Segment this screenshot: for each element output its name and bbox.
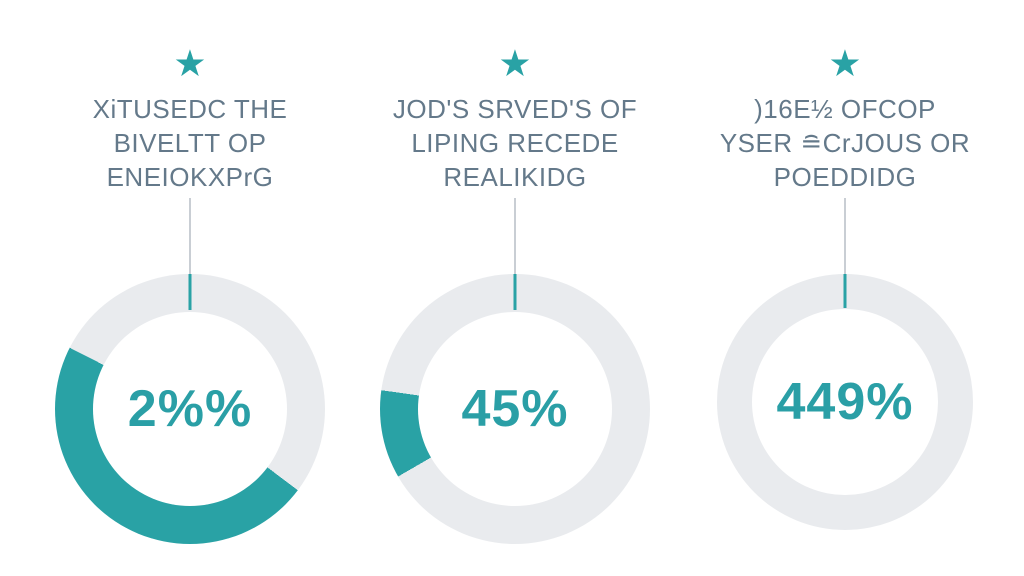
heading-line: YSER ≘CrJOUS OR <box>719 128 971 158</box>
heading-line: XiTUSEDC THE <box>92 94 288 124</box>
connector-line <box>189 198 191 274</box>
heading-line: LIPING RECEDE <box>411 128 619 158</box>
donut-chart: 2%% <box>55 274 325 544</box>
donut-chart: 449% <box>717 274 973 530</box>
donut-hole <box>418 312 612 506</box>
stat-panel-3: ★ )16E½ OFCOP YSER ≘CrJOUS OR POEDDIDG 4… <box>675 0 1015 576</box>
donut-hole <box>93 312 287 506</box>
heading-line: POEDDIDG <box>773 162 917 192</box>
donut-top-tick <box>843 274 847 308</box>
heading-line: JOD'S SRVED'S OF <box>392 94 638 124</box>
donut-hole <box>752 309 938 495</box>
donut-top-tick <box>513 274 517 310</box>
panel-heading: XiTUSEDC THE BIVELTT OP ENEIOKXPrG <box>93 92 288 194</box>
connector-line <box>514 198 516 274</box>
heading-line: REALIKIDG <box>443 162 587 192</box>
stat-panel-2: ★ JOD'S SRVED'S OF LIPING RECEDE REALIKI… <box>345 0 685 576</box>
heading-line: ENEIOKXPrG <box>106 162 274 192</box>
donut-value: 449% <box>776 373 914 431</box>
stat-panel-1: ★ XiTUSEDC THE BIVELTT OP ENEIOKXPrG 2%% <box>20 0 360 576</box>
heading-line: )16E½ OFCOP <box>754 94 936 124</box>
donut-chart: 45% <box>380 274 650 544</box>
panel-heading: )16E½ OFCOP YSER ≘CrJOUS OR POEDDIDG <box>720 92 970 194</box>
donut-top-tick <box>188 274 192 310</box>
star-icon: ★ <box>498 43 532 84</box>
panel-heading: JOD'S SRVED'S OF LIPING RECEDE REALIKIDG <box>393 92 637 194</box>
donut-value: 45% <box>461 380 569 438</box>
connector-line <box>844 198 846 274</box>
donut-value: 2%% <box>127 380 253 438</box>
star-icon: ★ <box>828 43 862 84</box>
star-icon: ★ <box>173 43 207 84</box>
heading-line: BIVELTT OP <box>113 128 267 158</box>
